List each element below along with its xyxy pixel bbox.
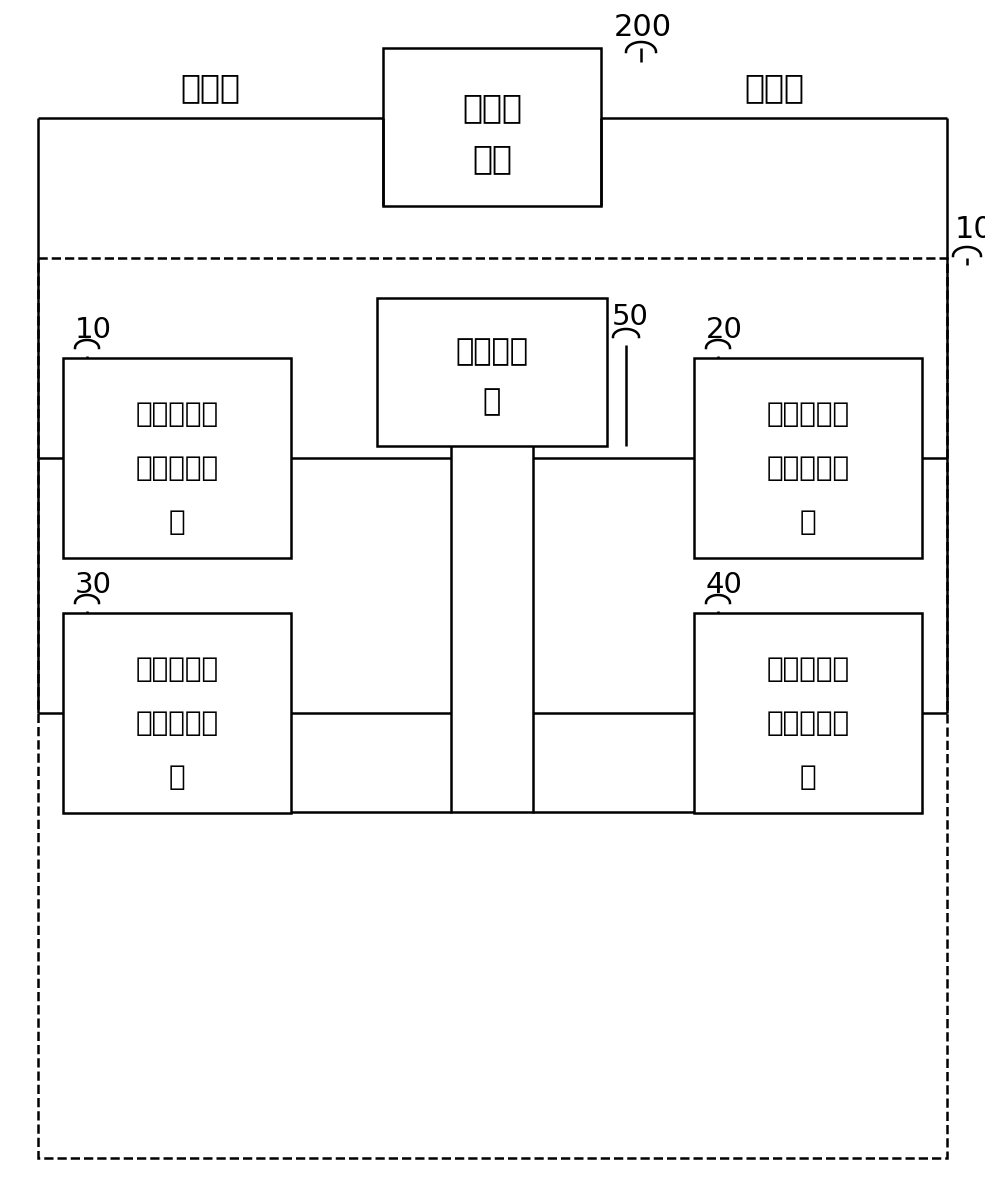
Bar xyxy=(38,258,947,1158)
Text: 块: 块 xyxy=(168,508,185,536)
Text: 正母线: 正母线 xyxy=(180,72,240,104)
Text: 30: 30 xyxy=(75,570,112,599)
Text: 200: 200 xyxy=(614,13,672,43)
Text: 负母线: 负母线 xyxy=(744,72,804,104)
Text: 电梒: 电梒 xyxy=(472,142,512,175)
Text: 块: 块 xyxy=(483,388,501,416)
Text: 块: 块 xyxy=(800,763,817,791)
Text: 电压测量模: 电压测量模 xyxy=(766,709,849,737)
Text: 50: 50 xyxy=(612,303,649,331)
Text: 40: 40 xyxy=(706,570,743,599)
Text: 块: 块 xyxy=(168,763,185,791)
Bar xyxy=(383,48,601,206)
Text: 20: 20 xyxy=(706,316,743,344)
Bar xyxy=(63,614,291,813)
Text: 块: 块 xyxy=(800,508,817,536)
Text: 微控制模: 微控制模 xyxy=(455,337,529,366)
Text: 10: 10 xyxy=(75,316,112,344)
Text: 直流充: 直流充 xyxy=(462,92,522,124)
Text: 电压测量模: 电压测量模 xyxy=(766,454,849,482)
Bar xyxy=(694,614,922,813)
Text: 标准负母线: 标准负母线 xyxy=(766,655,849,683)
Bar xyxy=(694,358,922,559)
Bar xyxy=(63,358,291,559)
Text: 电压测量模: 电压测量模 xyxy=(136,709,219,737)
Text: 电压测量模: 电压测量模 xyxy=(136,454,219,482)
Text: 初始正母线: 初始正母线 xyxy=(136,399,219,428)
Text: 标准正母线: 标准正母线 xyxy=(136,655,219,683)
Bar xyxy=(377,298,607,446)
Text: 100: 100 xyxy=(955,215,985,244)
Text: 初始负母线: 初始负母线 xyxy=(766,399,849,428)
